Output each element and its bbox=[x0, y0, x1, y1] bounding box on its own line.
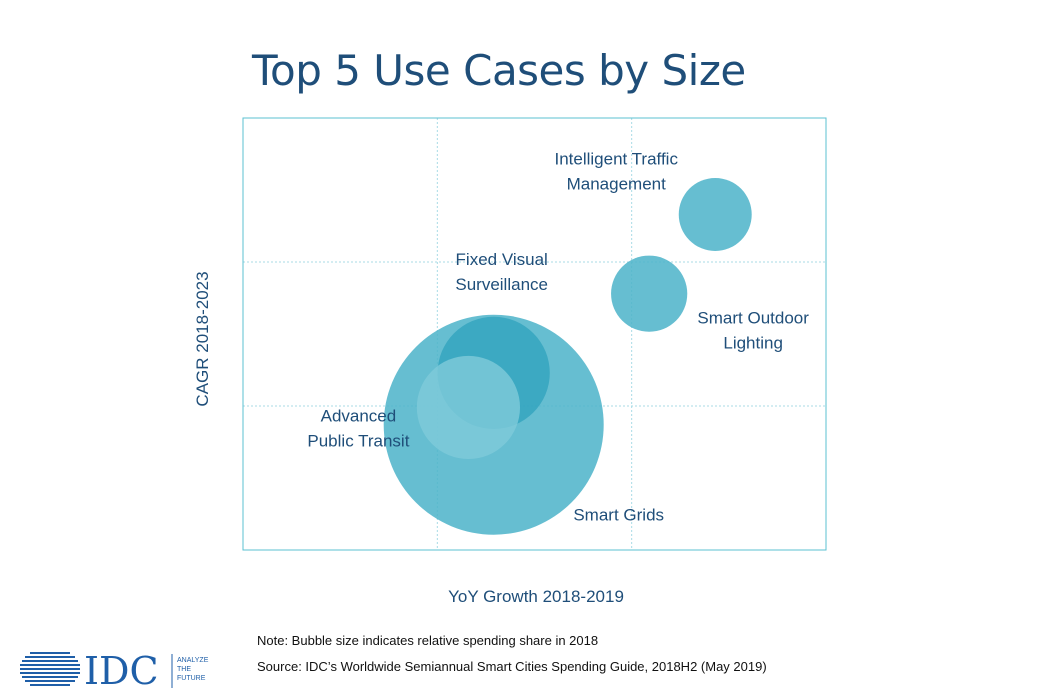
label-intelligent-traffic-management: Intelligent Traffic Management bbox=[554, 149, 678, 193]
bubble-intelligent-traffic-management bbox=[678, 177, 752, 251]
source-note: Source: IDC’s Worldwide Semiannual Smart… bbox=[257, 659, 767, 674]
idc-logo: IDC ANALYZE THE FUTURE bbox=[20, 650, 209, 690]
bubble-size-note: Note: Bubble size indicates relative spe… bbox=[257, 633, 599, 648]
bubble-advanced-public-transit bbox=[416, 355, 521, 460]
globe-icon bbox=[20, 652, 80, 686]
bubble-chart: Smart Grids Fixed Visual Surveillance Advan… bbox=[193, 117, 827, 606]
label-fixed-visual-surveillance: Fixed Visual Surveillance bbox=[455, 250, 548, 294]
chart-title: Top 5 Use Cases by Size bbox=[252, 46, 746, 95]
y-axis-label: CAGR 2018-2023 bbox=[193, 271, 212, 406]
logo-tagline-3: FUTURE bbox=[177, 675, 206, 682]
label-advanced-public-transit: Advanced Public Transit bbox=[307, 406, 409, 450]
label-smart-grids: Smart Grids bbox=[573, 506, 664, 525]
bubble-labels: Smart Grids Fixed Visual Surveillance Advan… bbox=[307, 149, 809, 524]
bubble-smart-outdoor-lighting bbox=[611, 255, 688, 332]
plot-frame bbox=[242, 117, 827, 551]
logo-tagline-1: ANALYZE bbox=[177, 657, 209, 664]
logo-brand: IDC bbox=[84, 650, 159, 690]
x-axis-label: YoY Growth 2018-2019 bbox=[448, 587, 624, 606]
logo-tagline-2: THE bbox=[177, 666, 191, 673]
label-smart-outdoor-lighting: Smart Outdoor Lighting bbox=[697, 309, 809, 353]
bubbles bbox=[383, 177, 752, 535]
